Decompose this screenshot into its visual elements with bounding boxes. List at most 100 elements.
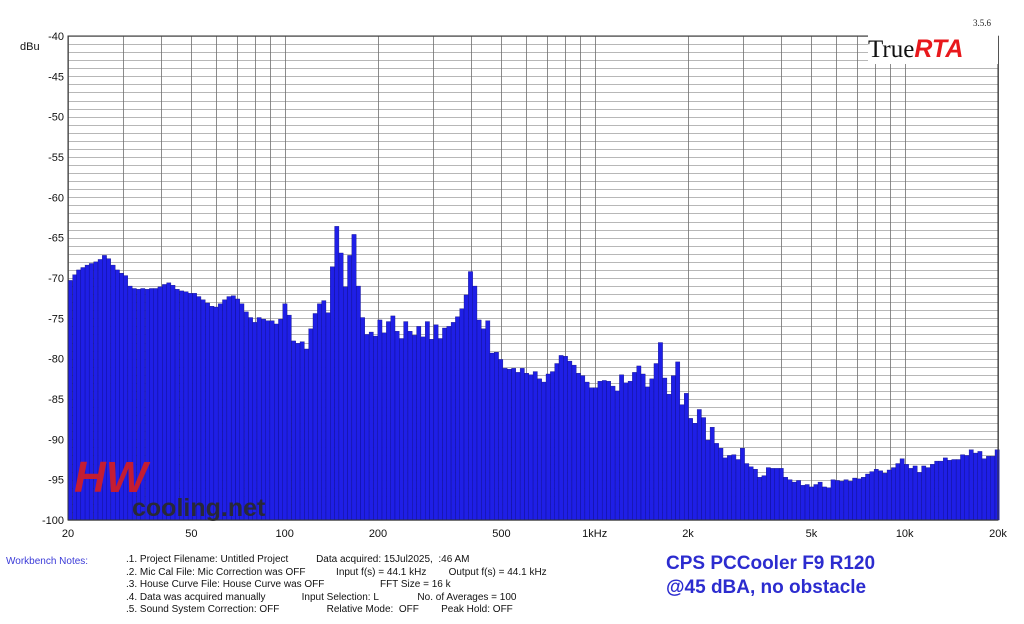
logo-text-rta: RTA — [914, 35, 964, 63]
spectrum-bar — [494, 352, 499, 521]
notes-line: .4. Data was acquired manually Input Sel… — [126, 591, 517, 603]
spectrum-bar — [882, 473, 888, 521]
spectrum-bar — [860, 477, 866, 521]
spectrum-bar — [416, 326, 422, 521]
spectrum-bar — [412, 335, 417, 521]
spectrum-bar — [856, 478, 862, 521]
truerta-logo: TrueRTA — [868, 34, 998, 64]
spectrum-bar — [295, 343, 301, 521]
y-tick-label: -75 — [48, 313, 64, 325]
spectrum-bar — [537, 378, 542, 521]
y-tick-label: -85 — [48, 394, 64, 406]
spectrum-bar — [554, 363, 560, 521]
spectrum-bar — [576, 373, 581, 521]
spectrum-bar — [589, 387, 594, 521]
spectrum-bar — [770, 468, 775, 521]
spectrum-bar — [705, 439, 711, 521]
spectrum-bar — [377, 319, 383, 521]
spectrum-bar — [968, 449, 974, 521]
spectrum-bar — [485, 320, 491, 521]
spectrum-bar — [766, 467, 771, 521]
spectrum-bar — [489, 352, 495, 521]
spectrum-bar — [476, 319, 482, 521]
spectrum-bar — [943, 457, 948, 521]
watermark-letters: HW — [74, 453, 151, 502]
x-tick-label: 2k — [682, 528, 694, 540]
spectrum-bar — [873, 469, 879, 521]
spectrum-bar — [675, 361, 681, 521]
spectrum-bar — [666, 393, 672, 521]
spectrum-bar — [804, 484, 810, 521]
spectrum-bar — [455, 316, 460, 521]
spectrum-bar — [938, 460, 944, 521]
y-tick-label: -80 — [48, 354, 64, 366]
spectrum-bar — [632, 372, 637, 521]
spectrum-bar — [930, 464, 935, 521]
spectrum-bar — [304, 348, 309, 521]
spectrum-bar — [511, 368, 517, 521]
spectrum-bar — [981, 458, 987, 521]
spectrum-bar — [696, 409, 702, 521]
spectrum-bar — [908, 468, 914, 521]
spectrum-bar — [580, 375, 586, 521]
spectrum-bar — [960, 454, 965, 521]
spectrum-bar — [688, 418, 693, 521]
spectrum-bar — [778, 468, 784, 521]
spectrum-bar — [886, 469, 892, 521]
plot-border — [67, 35, 999, 521]
spectrum-bar — [364, 334, 370, 521]
spectrum-bar — [584, 381, 590, 521]
spectrum-bar — [515, 372, 521, 521]
x-tick-label: 20k — [989, 528, 1007, 540]
spectrum-bar — [809, 486, 814, 521]
spectrum-bar — [334, 226, 340, 521]
spectrum-bar — [567, 360, 573, 521]
spectrum-bar — [813, 484, 819, 521]
spectrum-bar — [351, 234, 357, 521]
spectrum-bar — [606, 381, 611, 521]
spectrum-bar — [662, 377, 668, 521]
notes-line: .2. Mic Cal File: Mic Correction was OFF… — [126, 566, 547, 578]
spectrum-bar — [679, 404, 685, 521]
spectrum-bar — [731, 454, 737, 521]
spectrum-bar — [714, 443, 719, 521]
spectrum-bar — [899, 458, 905, 521]
y-tick-label: -40 — [48, 31, 64, 43]
spectrum-bar — [317, 303, 322, 521]
spectrum-bar — [325, 312, 331, 521]
spectrum-bar — [502, 368, 508, 521]
spectrum-bar — [977, 451, 983, 521]
spectrum-bar — [826, 487, 832, 521]
spectrum-bar — [524, 373, 529, 521]
spectrum-bar — [433, 324, 439, 521]
spectrum-bar — [360, 317, 365, 521]
spectrum-bar — [627, 381, 633, 521]
spectrum-bar — [973, 452, 978, 521]
spectrum-bar — [619, 374, 624, 521]
spectrum-bar — [718, 448, 724, 521]
spectrum-bar — [955, 459, 961, 521]
spectrum-bar — [399, 338, 404, 521]
y-tick-label: -95 — [48, 475, 64, 487]
y-tick-label: -100 — [42, 515, 64, 527]
spectrum-bar — [571, 364, 577, 521]
spectrum-bar — [722, 457, 728, 521]
spectrum-bar — [420, 336, 426, 521]
spectrum-bar — [753, 469, 758, 521]
spectrum-bar — [740, 448, 745, 521]
spectrum-bar — [843, 479, 849, 521]
spectrum-bar — [507, 368, 512, 521]
notes-line: .5. Sound System Correction: OFF Relativ… — [126, 604, 513, 616]
spectrum-bar — [550, 371, 555, 521]
notes-line: .1. Project Filename: Untitled Project D… — [126, 554, 470, 565]
spectrum-bar — [986, 456, 991, 521]
spectrum-bar — [425, 321, 430, 521]
spectrum-bar — [757, 477, 763, 521]
spectrum-bar — [381, 332, 387, 521]
spectrum-bar — [947, 460, 952, 521]
hw-cooling-watermark-logo: HW cooling.net — [74, 453, 266, 522]
workbench-notes-list: .1. Project Filename: Untitled Project D… — [126, 554, 547, 617]
spectrum-bar — [463, 294, 469, 521]
